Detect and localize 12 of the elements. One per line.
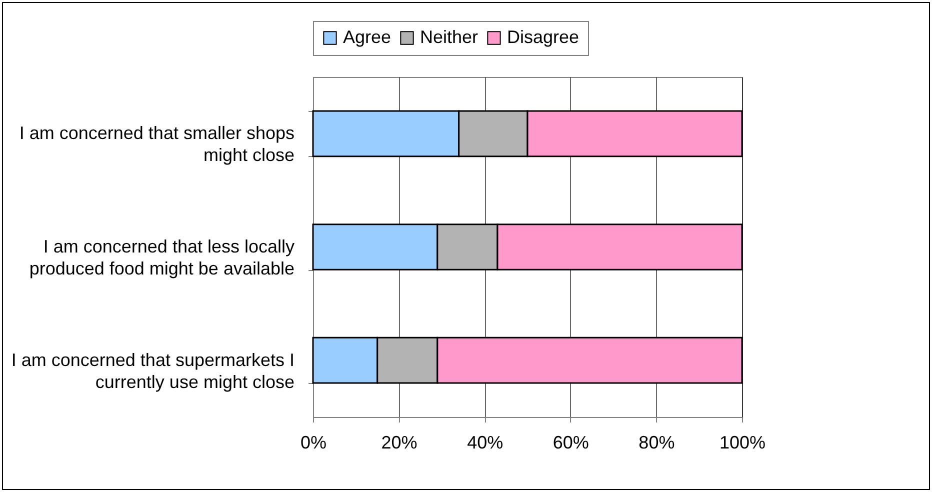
x-tick-label: 80% — [638, 432, 675, 452]
y-tick-label: I am concerned that less locally produced food might be available — [29, 236, 294, 278]
legend-label: Neither — [420, 27, 478, 47]
legend-label: Disagree — [507, 27, 580, 47]
x-tick-label: 20% — [381, 432, 418, 452]
y-tick-label: I am concerned that smaller shops might close — [19, 123, 294, 166]
y-tick-label: I am concerned that supermarkets I currently use might close — [11, 350, 294, 392]
x-tick-label: 40% — [467, 432, 504, 452]
x-tick-label: 60% — [552, 432, 589, 452]
legend-label: Agree — [343, 27, 392, 47]
x-tick-label: 100% — [719, 432, 766, 452]
x-tick-label: 0% — [300, 432, 327, 452]
